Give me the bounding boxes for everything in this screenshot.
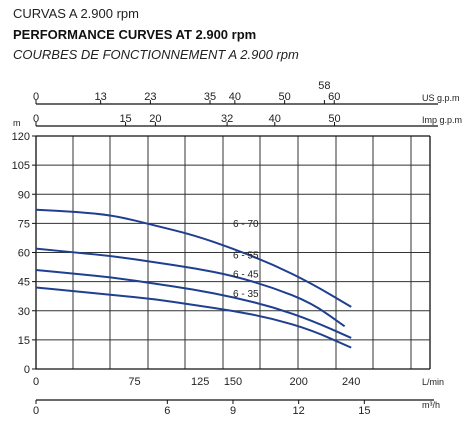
us-gpm-axis-unit: US g.p.m [422, 93, 460, 103]
us-gpm-axis-tick-label: 60 [328, 91, 340, 103]
imp-gpm-axis-tick-label: 20 [149, 113, 161, 125]
m3h-tick-label: 15 [358, 405, 370, 417]
imp-gpm-axis-tick-label: 0 [33, 113, 39, 125]
lmin-unit: L/min [422, 377, 444, 387]
us-gpm-axis-tick-label: 13 [94, 91, 106, 103]
imp-gpm-axis-tick-label: 40 [269, 113, 281, 125]
imp-gpm-axis-unit: Imp g.p.m [422, 115, 462, 125]
y-tick-label: 60 [18, 248, 30, 260]
us-gpm-axis-tick-label: 0 [33, 91, 39, 103]
imp-gpm-axis-tick-label: 32 [221, 113, 233, 125]
us-gpm-axis-tick-label: 40 [229, 91, 241, 103]
curve-label: 6 - 70 [233, 219, 259, 230]
curve-6-45 [35, 268, 352, 339]
m3h-tick-label: 0 [33, 405, 39, 417]
y-tick-label: 15 [18, 335, 30, 347]
m3h-tick-label: 9 [230, 405, 236, 417]
curve-label: 6 - 45 [233, 270, 259, 281]
us-gpm-axis-tick-label: 50 [278, 91, 290, 103]
lmin-tick-label: 150 [224, 376, 242, 388]
lmin-tick-label: 200 [289, 376, 307, 388]
curve-6-70 [35, 208, 352, 308]
m3h-tick-label: 6 [164, 405, 170, 417]
lmin-tick-label: 240 [342, 376, 360, 388]
title-spanish: CURVAS A 2.900 rpm [13, 6, 139, 21]
imp-gpm-axis-tick-label: 15 [119, 113, 131, 125]
y-tick-label: 30 [18, 306, 30, 318]
y-tick-label: 105 [12, 160, 30, 172]
y-tick-label: 0 [24, 364, 30, 376]
us-gpm-axis-tick-label: 35 [204, 91, 216, 103]
m3h-unit: m³/h [422, 400, 440, 410]
y-tick-label: 45 [18, 277, 30, 289]
curve-label: 6 - 55 [233, 250, 259, 261]
y-tick-label: 120 [12, 131, 30, 143]
curve-6-35 [35, 286, 352, 349]
y-axis: m 0 15 30 45 60 75 90 105 120 [12, 118, 36, 376]
lmin-tick-label: 125 [191, 376, 209, 388]
y-tick-label: 75 [18, 218, 30, 230]
us-gpm-axis-tick-label: 23 [144, 91, 156, 103]
lmin-tick-label: 0 [33, 376, 39, 388]
lmin-tick-label: 75 [128, 376, 140, 388]
us-gpm-axis-tick-label: 58 [318, 80, 330, 92]
curves: 6 - 70 6 - 55 6 - 45 6 - 35 [35, 208, 352, 349]
y-axis-label: m [13, 118, 21, 128]
curve-label: 6 - 35 [233, 289, 259, 300]
imp-gpm-axis-tick-label: 50 [328, 113, 340, 125]
m3h-tick-label: 12 [293, 405, 305, 417]
bottom-axes: 0 75 125 150 200 240 L/min 0 6 9 12 15 m³/h [33, 376, 444, 417]
curve-6-55 [35, 247, 346, 328]
title-english: PERFORMANCE CURVES AT 2.900 rpm [13, 27, 257, 42]
title-french: COURBES DE FONCTIONNEMENT A 2.900 rpm [13, 47, 299, 62]
y-tick-label: 90 [18, 189, 30, 201]
